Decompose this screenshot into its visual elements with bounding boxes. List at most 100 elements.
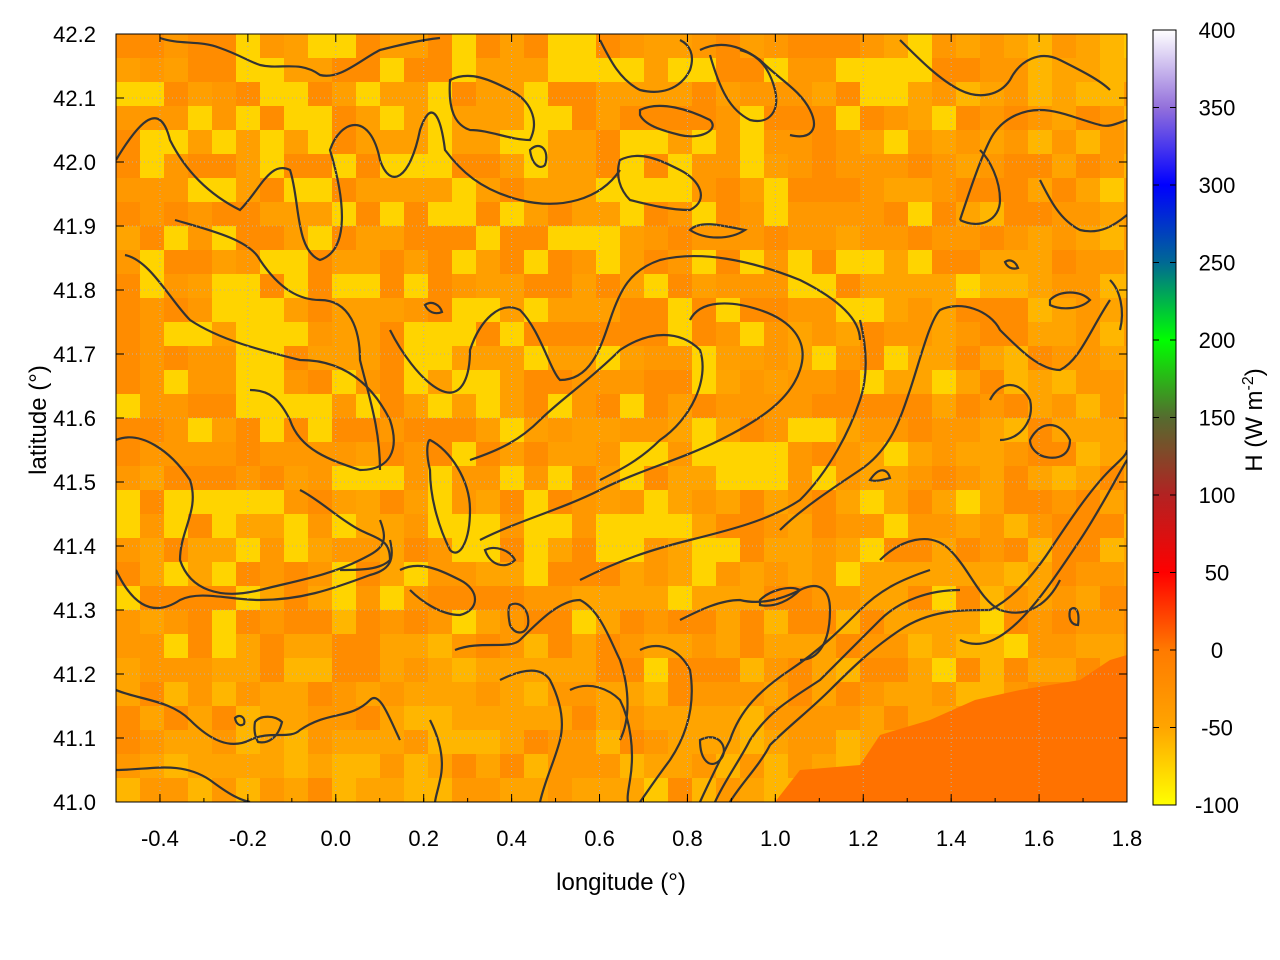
field-cell	[980, 250, 1004, 274]
field-cell	[740, 130, 764, 154]
field-cell	[860, 178, 884, 202]
field-cell	[164, 610, 188, 634]
field-cell	[524, 34, 548, 58]
field-cell	[284, 298, 308, 322]
field-cell	[716, 178, 740, 202]
field-cell	[980, 226, 1004, 250]
field-cell	[476, 490, 500, 514]
field-cell	[716, 298, 740, 322]
field-cell	[308, 322, 332, 346]
field-cell	[764, 370, 788, 394]
field-cell	[1076, 418, 1100, 442]
field-cell	[452, 706, 476, 730]
field-cell	[164, 634, 188, 658]
field-cell	[812, 370, 836, 394]
field-cell	[668, 586, 692, 610]
contour-line	[1003, 259, 1020, 270]
colorbar-tick-label: 100	[1199, 483, 1236, 508]
field-cell	[212, 706, 236, 730]
field-cell	[644, 298, 668, 322]
field-cell	[164, 754, 188, 778]
field-cell	[836, 82, 860, 106]
field-cell	[860, 562, 884, 586]
field-cell	[116, 658, 140, 682]
field-cell	[644, 106, 668, 130]
field-cell	[284, 322, 308, 346]
field-cell	[188, 82, 212, 106]
field-cell	[260, 634, 284, 658]
contour-line	[989, 384, 1033, 442]
field-cell	[716, 418, 740, 442]
field-cell	[476, 250, 500, 274]
field-cell	[812, 130, 836, 154]
field-cell	[404, 322, 428, 346]
field-cell	[380, 730, 404, 754]
field-cell	[476, 394, 500, 418]
field-cell	[1124, 394, 1127, 418]
field-cell	[476, 418, 500, 442]
field-cell	[188, 682, 212, 706]
x-tick-label: 0.4	[496, 826, 527, 851]
field-cell	[836, 58, 860, 82]
field-cell	[692, 658, 716, 682]
field-cell	[476, 226, 500, 250]
field-cell	[1052, 34, 1076, 58]
field-cell	[692, 778, 716, 802]
field-cell	[188, 442, 212, 466]
field-cell	[428, 250, 452, 274]
field-cell	[1076, 82, 1100, 106]
field-cell	[380, 610, 404, 634]
field-cell	[884, 514, 908, 538]
colorbar-tick-label: 0	[1211, 638, 1223, 663]
field-cell	[668, 466, 692, 490]
field-cell	[908, 442, 932, 466]
field-cell	[572, 586, 596, 610]
field-cell	[476, 706, 500, 730]
field-cell	[548, 106, 572, 130]
field-cell	[188, 634, 212, 658]
field-cell	[380, 706, 404, 730]
field-cell	[1004, 178, 1028, 202]
field-cell	[980, 658, 1004, 682]
field-cell	[524, 442, 548, 466]
field-cell	[764, 658, 788, 682]
field-cell	[860, 418, 884, 442]
field-cell	[548, 58, 572, 82]
field-cell	[404, 178, 428, 202]
field-cell	[1124, 586, 1127, 610]
field-cell	[932, 178, 956, 202]
field-cell	[284, 658, 308, 682]
field-cell	[668, 82, 692, 106]
field-cell	[644, 34, 668, 58]
field-cell	[380, 226, 404, 250]
field-cell	[380, 634, 404, 658]
field-cell	[572, 418, 596, 442]
field-cell	[716, 154, 740, 178]
field-cell	[980, 514, 1004, 538]
field-cell	[164, 370, 188, 394]
field-cell	[716, 466, 740, 490]
field-cell	[164, 418, 188, 442]
field-cell	[644, 58, 668, 82]
contour-line	[116, 539, 393, 610]
y-tick-label: 41.6	[53, 406, 96, 431]
field-cell	[1076, 370, 1100, 394]
field-cell	[836, 586, 860, 610]
field-cell	[980, 466, 1004, 490]
field-cell	[260, 58, 284, 82]
field-cell	[284, 154, 308, 178]
contour-line	[868, 469, 892, 482]
field-cell	[188, 610, 212, 634]
field-cell	[1124, 418, 1127, 442]
field-cell	[452, 202, 476, 226]
field-cell	[476, 370, 500, 394]
field-cell	[1052, 298, 1076, 322]
field-cell	[668, 274, 692, 298]
field-cell	[644, 754, 668, 778]
field-cell	[116, 514, 140, 538]
field-cell	[380, 106, 404, 130]
field-cell	[860, 682, 884, 706]
field-cell	[692, 346, 716, 370]
field-cell	[188, 418, 212, 442]
field-cell	[308, 610, 332, 634]
